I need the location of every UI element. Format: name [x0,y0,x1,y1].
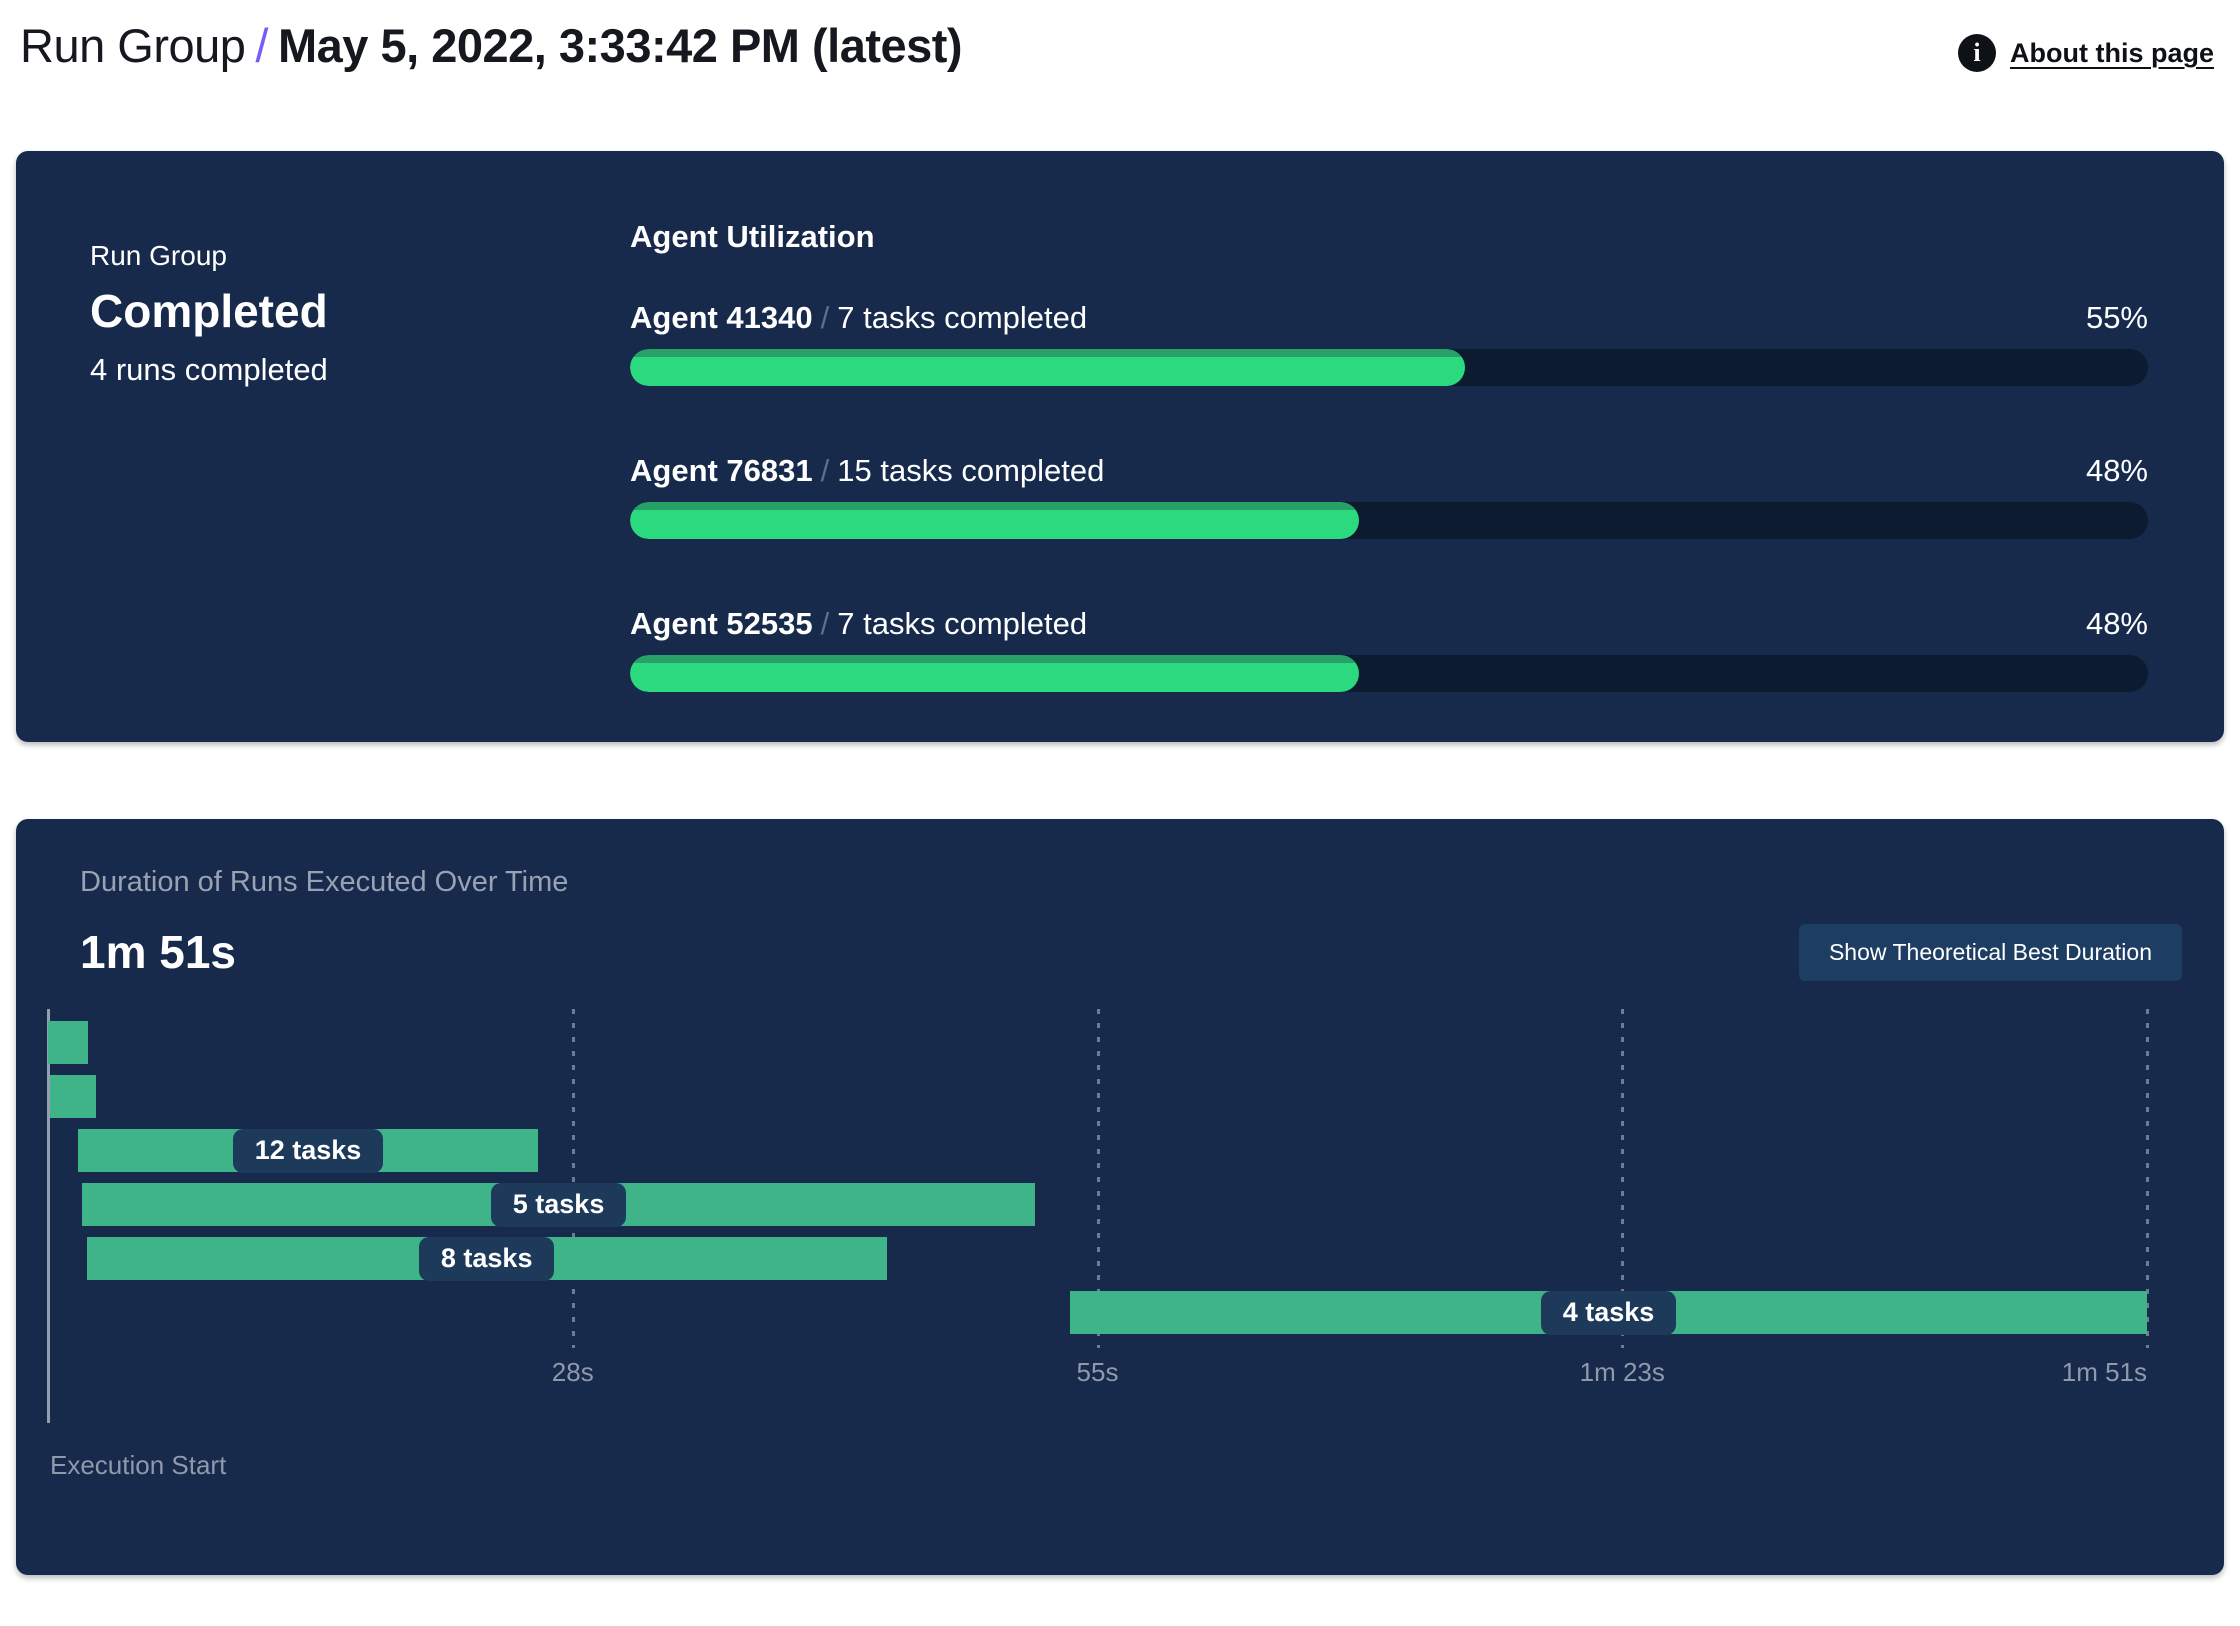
agent-utilization-percent: 55% [2085,300,2148,335]
gantt-gridline [1096,1009,1100,1348]
breadcrumb-current: May 5, 2022, 3:33:42 PM (latest) [277,19,963,72]
duration-chart-title: Duration of Runs Executed Over Time [80,866,569,898]
agent-name: Agent 52535 [630,606,813,641]
agent-name: Agent 41340 [630,300,813,335]
run-group-status-column: Run Group Completed 4 runs completed [16,151,630,742]
breadcrumb-root: Run Group [20,19,246,72]
run-group-status-value: Completed [90,285,328,337]
gantt-gridline [571,1009,575,1348]
agent-progress-fill [630,349,1465,386]
agent-utilization-percent: 48% [2085,606,2148,641]
agent-row: Agent 52535/7 tasks completed 48% [630,605,2148,692]
page-header: Run Group / May 5, 2022, 3:33:42 PM (lates… [0,0,2240,151]
gantt-gridline [1621,1009,1625,1348]
about-this-page-link[interactable]: About this page [2010,37,2214,68]
axis-tick-label: 1m 23s [1579,1357,1665,1387]
run-group-label: Run Group [90,240,227,271]
breadcrumb-separator: / [255,19,268,72]
agent-utilization-section: Agent Utilization Agent 41340/7 tasks co… [630,151,2224,742]
agent-row-label: Agent 41340/7 tasks completed [630,299,1087,337]
agent-row-label: Agent 76831/15 tasks completed [630,452,1104,490]
show-theoretical-best-duration-button[interactable]: Show Theoretical Best Duration [1798,923,2182,981]
agent-row-labels: Agent 76831/15 tasks completed 48% [630,452,2148,490]
agent-label-separator: / [820,453,830,488]
duration-panel: Duration of Runs Executed Over Time 1m 5… [16,819,2224,1575]
axis-tick-label: 1m 51s [2061,1357,2147,1387]
agent-row-labels: Agent 41340/7 tasks completed 55% [630,299,2148,337]
agent-utilization-heading: Agent Utilization [630,219,875,254]
gantt-run-bar: 12 tasks [78,1128,538,1173]
gantt-bar-task-count: 4 tasks [1540,1290,1677,1335]
gantt-run-bar [49,1075,97,1118]
agent-utilization-percent: 48% [2085,453,2148,488]
info-icon: i [1958,34,1996,72]
axis-tick-label: 55s [1076,1357,1119,1387]
agent-progress-fill [630,655,1359,692]
gantt-bar-task-count: 8 tasks [418,1236,555,1281]
total-duration-value: 1m 51s [80,926,237,978]
agent-progress-track [630,502,2148,539]
agent-progress-track [630,655,2148,692]
page-title: Run Group / May 5, 2022, 3:33:42 PM (lates… [20,18,963,74]
agent-tasks-completed: 7 tasks completed [837,606,1088,641]
agent-tasks-completed: 15 tasks completed [837,453,1105,488]
agent-progress-track [630,349,2148,386]
gantt-run-bar: 8 tasks [86,1236,887,1281]
axis-tick-label: 28s [551,1357,594,1387]
agent-row-labels: Agent 52535/7 tasks completed 48% [630,605,2148,643]
about-this-page[interactable]: i About this page [1958,34,2214,72]
run-group-status-panel: Run Group Completed 4 runs completed Age… [16,151,2224,742]
execution-start-line [47,1009,50,1423]
gantt-gridline [2146,1009,2149,1348]
gantt-run-bar: 5 tasks [82,1182,1036,1227]
info-icon-glyph: i [1973,38,1981,67]
agent-label-separator: / [820,606,830,641]
agent-name: Agent 76831 [630,453,813,488]
runs-completed-count: 4 runs completed [90,352,328,387]
agent-tasks-completed: 7 tasks completed [837,300,1088,335]
agent-progress-fill [630,502,1359,539]
agent-utilization-list: Agent 41340/7 tasks completed 55% Agent 76… [630,299,2148,692]
gantt-run-bar: 4 tasks [1070,1290,2147,1335]
execution-start-label: Execution Start [50,1450,227,1480]
gantt-chart: Execution Start 28s 55s 1m 23s 1m 51s 12 tas… [47,1009,2149,1480]
agent-row: Agent 76831/15 tasks completed 48% [630,452,2148,539]
duration-metric-row: 1m 51s Show Theoretical Best Duration [80,923,2182,981]
agent-row-label: Agent 52535/7 tasks completed [630,605,1087,643]
gantt-bar-task-count: 12 tasks [232,1128,384,1173]
agent-label-separator: / [820,300,830,335]
gantt-run-bar [48,1021,88,1064]
gantt-bar-task-count: 5 tasks [490,1182,627,1227]
agent-row: Agent 41340/7 tasks completed 55% [630,299,2148,386]
